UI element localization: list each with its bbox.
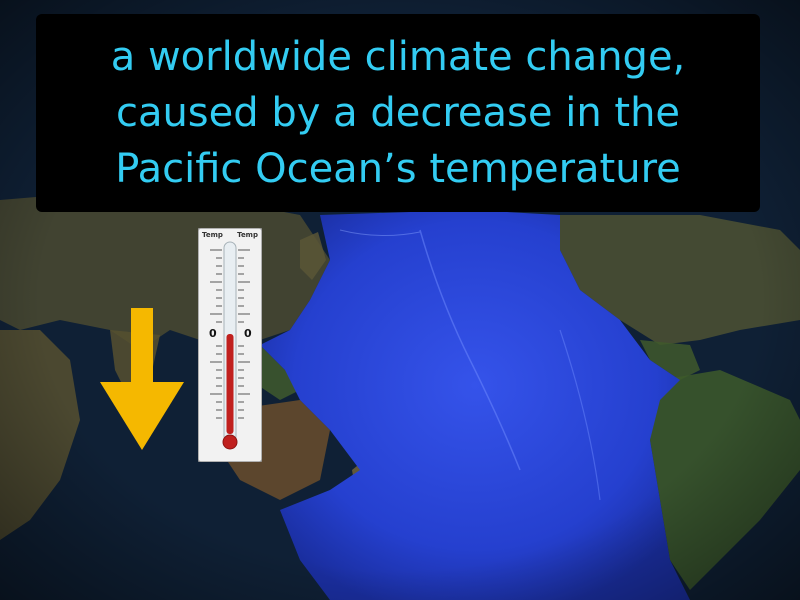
caption-line-1: a worldwide climate change, [110, 34, 686, 80]
thermometer-right-zero: 0 [244, 327, 252, 340]
down-arrow-icon [100, 308, 184, 450]
thermometer-right-label: Temp [237, 231, 258, 239]
thermometer-left-zero: 0 [209, 327, 217, 340]
caption-line-2: caused by a decrease in the [115, 90, 681, 136]
thermometer-left-label: Temp [202, 231, 223, 239]
caption-line-3: Pacific Ocean’s temperature [115, 146, 681, 192]
definition-caption: a worldwide climate change, caused by a … [36, 14, 760, 212]
thermometer-icon: Temp Temp 0 0 [197, 227, 263, 463]
